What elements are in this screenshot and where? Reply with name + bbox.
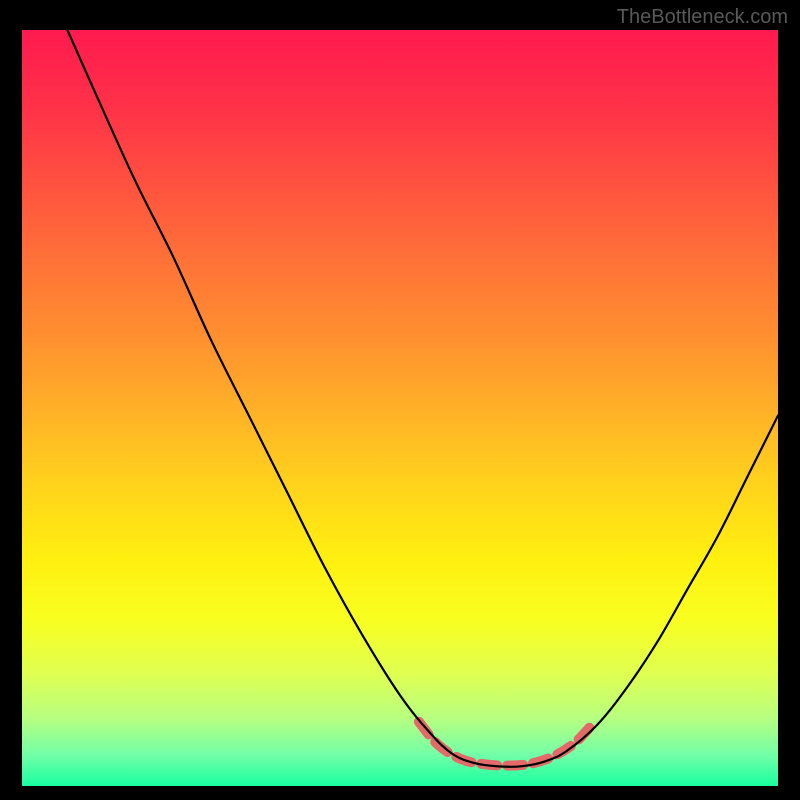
bottleneck-chart (22, 30, 778, 786)
valley-marker (419, 722, 593, 766)
chart-curves (22, 30, 778, 786)
watermark-text: TheBottleneck.com (617, 6, 788, 29)
bottleneck-curve (67, 30, 778, 767)
